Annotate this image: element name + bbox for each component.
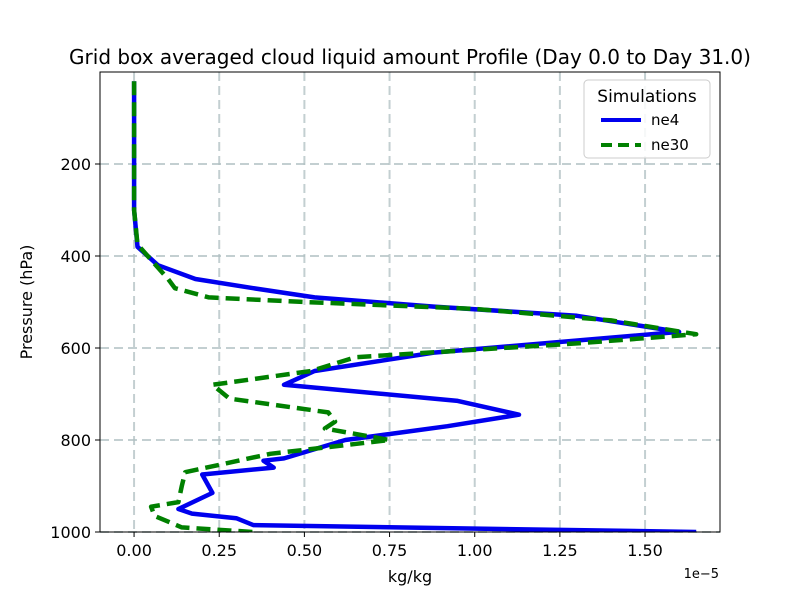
- legend-label-ne4: ne4: [651, 111, 679, 129]
- y-axis: 200 400 600 800 1000: [50, 155, 100, 542]
- x-axis: 0.00 0.25 0.50 0.75 1.00 1.25 1.50: [116, 532, 663, 560]
- x-tick-label: 1.50: [627, 541, 663, 560]
- series-line-ne4: [131, 81, 697, 532]
- y-tick-label: 200: [60, 155, 91, 174]
- y-axis-label: Pressure (hPa): [17, 245, 36, 360]
- y-tick-label: 400: [60, 247, 91, 266]
- y-tick-label: 600: [60, 339, 91, 358]
- legend: Simulations ne4 ne30: [583, 79, 711, 159]
- x-tick-label: 0.25: [201, 541, 237, 560]
- plot-frame: [99, 71, 721, 533]
- series-layer: [131, 81, 699, 532]
- y-tick-label: 800: [60, 431, 91, 450]
- x-axis-label: kg/kg: [388, 567, 432, 586]
- x-axis-offset-label: 1e−5: [684, 567, 719, 582]
- y-tick-label: 1000: [50, 523, 91, 542]
- x-tick-label: 1.00: [457, 541, 493, 560]
- series-line-ne30: [131, 81, 699, 532]
- chart-title: Grid box averaged cloud liquid amount Pr…: [69, 45, 751, 69]
- x-tick-label: 1.25: [542, 541, 578, 560]
- x-tick-label: 0.75: [372, 541, 408, 560]
- legend-box: [583, 79, 711, 159]
- legend-label-ne30: ne30: [651, 136, 689, 154]
- x-tick-label: 0.50: [287, 541, 323, 560]
- legend-title: Simulations: [597, 87, 697, 107]
- x-tick-label: 0.00: [116, 541, 152, 560]
